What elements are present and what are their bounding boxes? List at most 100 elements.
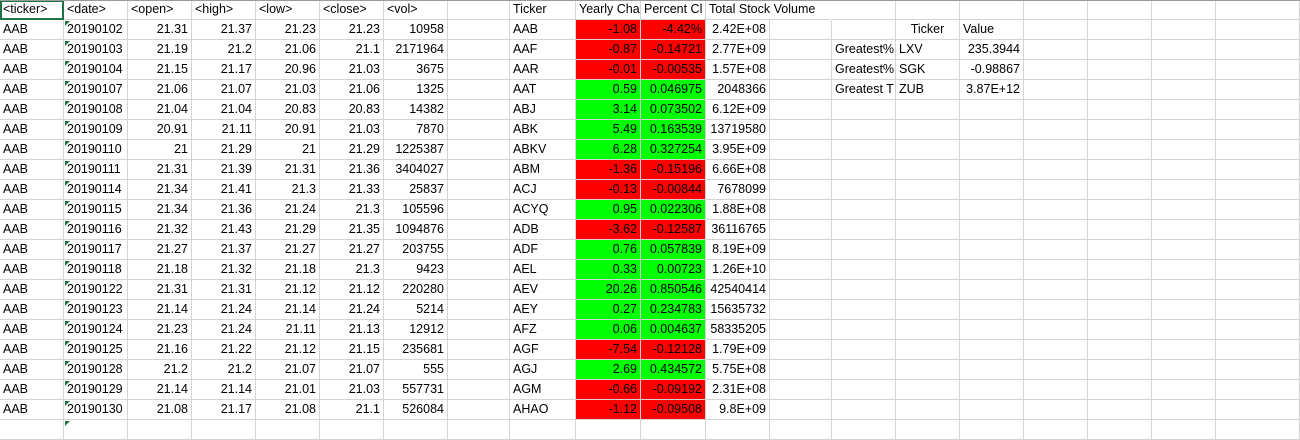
- raw-data-cell[interactable]: 21.41: [192, 180, 256, 200]
- empty-cell[interactable]: [896, 140, 960, 160]
- empty-cell[interactable]: [896, 360, 960, 380]
- empty-cell[interactable]: [1152, 100, 1216, 120]
- empty-cell[interactable]: [448, 60, 510, 80]
- raw-data-cell[interactable]: 21.3: [320, 260, 384, 280]
- empty-cell[interactable]: [832, 260, 896, 280]
- empty-cell[interactable]: [1024, 260, 1088, 280]
- empty-cell[interactable]: [770, 260, 832, 280]
- raw-data-cell[interactable]: 21.24: [256, 200, 320, 220]
- raw-data-cell[interactable]: 21.08: [256, 400, 320, 420]
- empty-cell[interactable]: [448, 80, 510, 100]
- raw-data-cell[interactable]: 25837: [384, 180, 448, 200]
- empty-cell[interactable]: [896, 240, 960, 260]
- empty-cell[interactable]: [832, 360, 896, 380]
- empty-cell[interactable]: [1152, 60, 1216, 80]
- empty-cell[interactable]: [1024, 120, 1088, 140]
- raw-data-cell[interactable]: 21.32: [128, 220, 192, 240]
- raw-data-cell[interactable]: 21.04: [192, 100, 256, 120]
- date-cell[interactable]: 20190114: [64, 180, 128, 200]
- empty-cell[interactable]: [770, 280, 832, 300]
- raw-data-cell[interactable]: 557731: [384, 380, 448, 400]
- empty-cell[interactable]: [448, 420, 510, 440]
- raw-data-cell[interactable]: 21.17: [192, 60, 256, 80]
- empty-cell[interactable]: [448, 340, 510, 360]
- yearly-change-cell[interactable]: -1.12: [576, 400, 641, 420]
- empty-cell[interactable]: [1024, 280, 1088, 300]
- empty-cell[interactable]: [896, 200, 960, 220]
- empty-cell[interactable]: [1024, 0, 1088, 20]
- raw-data-cell[interactable]: 21.32: [192, 260, 256, 280]
- raw-data-cell[interactable]: 21.19: [128, 40, 192, 60]
- raw-data-cell[interactable]: 21.17: [192, 400, 256, 420]
- yearly-change-cell[interactable]: -0.66: [576, 380, 641, 400]
- empty-cell[interactable]: [770, 140, 832, 160]
- raw-data-cell[interactable]: 21.07: [256, 360, 320, 380]
- empty-cell[interactable]: [770, 200, 832, 220]
- greatest-value-cell[interactable]: 3.87E+12: [960, 80, 1024, 100]
- raw-data-cell[interactable]: 21.23: [128, 320, 192, 340]
- summary-ticker-cell[interactable]: ACYQ: [510, 200, 576, 220]
- empty-cell[interactable]: [1088, 220, 1152, 240]
- total-volume-cell[interactable]: 15635732: [706, 300, 770, 320]
- raw-data-cell[interactable]: 21.33: [320, 180, 384, 200]
- date-cell[interactable]: 20190102: [64, 20, 128, 40]
- raw-header-cell[interactable]: <high>: [192, 0, 256, 20]
- empty-cell[interactable]: [896, 300, 960, 320]
- raw-data-cell[interactable]: 21.1: [320, 40, 384, 60]
- raw-data-cell[interactable]: 21.31: [192, 280, 256, 300]
- empty-cell[interactable]: [1088, 260, 1152, 280]
- empty-cell[interactable]: [1088, 280, 1152, 300]
- empty-cell[interactable]: [832, 220, 896, 240]
- empty-cell[interactable]: [960, 420, 1024, 440]
- empty-cell[interactable]: [1088, 60, 1152, 80]
- date-cell[interactable]: 20190115: [64, 200, 128, 220]
- raw-data-cell[interactable]: 21.31: [128, 160, 192, 180]
- greatest-label-cell[interactable]: Greatest T: [832, 80, 896, 100]
- empty-cell[interactable]: [448, 360, 510, 380]
- raw-data-cell[interactable]: 21.27: [256, 240, 320, 260]
- raw-data-cell[interactable]: 21.2: [192, 40, 256, 60]
- percent-change-cell[interactable]: 0.234783: [641, 300, 706, 320]
- raw-data-cell[interactable]: 21.16: [128, 340, 192, 360]
- empty-cell[interactable]: [1024, 100, 1088, 120]
- raw-data-cell[interactable]: AAB: [0, 300, 64, 320]
- raw-data-cell[interactable]: 21.24: [192, 320, 256, 340]
- percent-change-cell[interactable]: 0.327254: [641, 140, 706, 160]
- raw-data-cell[interactable]: 21.31: [128, 280, 192, 300]
- summary-ticker-cell[interactable]: AGM: [510, 380, 576, 400]
- empty-cell[interactable]: [1088, 380, 1152, 400]
- empty-cell[interactable]: [1216, 120, 1300, 140]
- date-cell[interactable]: 20190122: [64, 280, 128, 300]
- empty-cell[interactable]: [1088, 180, 1152, 200]
- empty-cell[interactable]: [1152, 140, 1216, 160]
- raw-data-cell[interactable]: 1325: [384, 80, 448, 100]
- date-cell[interactable]: 20190129: [64, 380, 128, 400]
- summary-ticker-cell[interactable]: ABK: [510, 120, 576, 140]
- empty-cell[interactable]: [770, 60, 832, 80]
- empty-cell[interactable]: [896, 100, 960, 120]
- empty-cell[interactable]: [1216, 160, 1300, 180]
- empty-cell[interactable]: [1024, 220, 1088, 240]
- raw-data-cell[interactable]: 21.14: [256, 300, 320, 320]
- summary-header-ticker[interactable]: Ticker: [510, 0, 576, 20]
- empty-cell[interactable]: [770, 40, 832, 60]
- total-volume-cell[interactable]: 5.75E+08: [706, 360, 770, 380]
- raw-data-cell[interactable]: 20.83: [320, 100, 384, 120]
- percent-change-cell[interactable]: -0.00535: [641, 60, 706, 80]
- empty-cell[interactable]: [1088, 360, 1152, 380]
- percent-change-cell[interactable]: 0.00723: [641, 260, 706, 280]
- date-cell[interactable]: 20190104: [64, 60, 128, 80]
- date-cell[interactable]: 20190107: [64, 80, 128, 100]
- empty-cell[interactable]: [896, 380, 960, 400]
- summary-ticker-cell[interactable]: AAT: [510, 80, 576, 100]
- empty-cell[interactable]: [1152, 420, 1216, 440]
- raw-data-cell[interactable]: 7870: [384, 120, 448, 140]
- empty-cell[interactable]: [192, 420, 256, 440]
- empty-cell[interactable]: [1024, 320, 1088, 340]
- empty-cell[interactable]: [1216, 300, 1300, 320]
- greatest-value-cell[interactable]: -0.98867: [960, 60, 1024, 80]
- empty-cell[interactable]: [770, 300, 832, 320]
- empty-cell[interactable]: [1152, 260, 1216, 280]
- empty-cell[interactable]: [832, 20, 896, 40]
